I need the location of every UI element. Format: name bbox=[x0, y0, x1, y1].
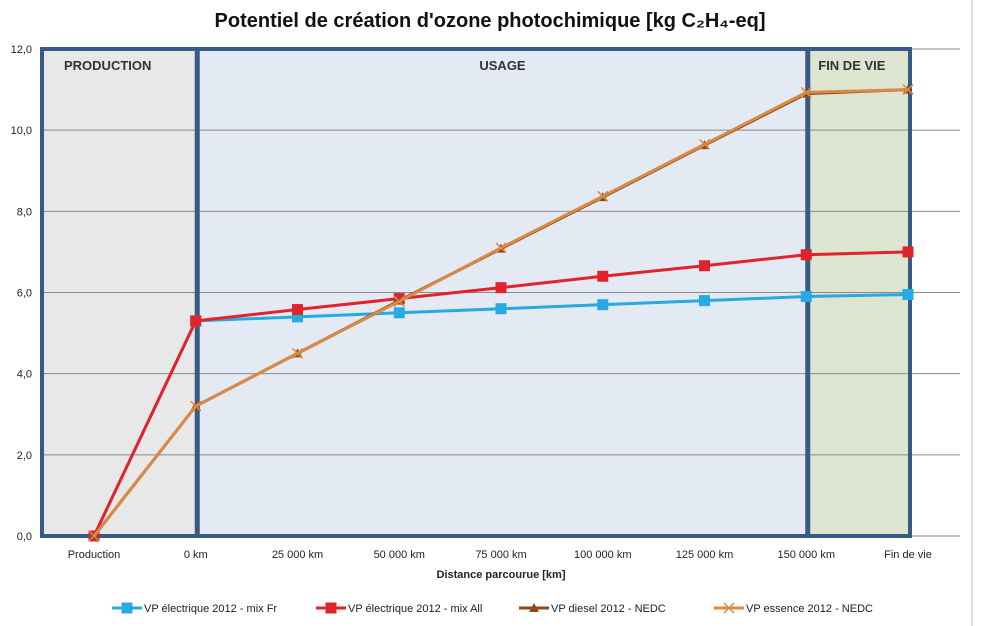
data-point-series-3 bbox=[393, 295, 405, 307]
data-point-series-0 bbox=[800, 291, 812, 303]
legend-label: VP essence 2012 - NEDC bbox=[746, 603, 873, 615]
legend-marker-2 bbox=[529, 603, 539, 612]
y-tick-label: 2,0 bbox=[17, 450, 32, 462]
y-tick-label: 4,0 bbox=[17, 369, 32, 381]
x-tick-label: 50 000 km bbox=[374, 549, 425, 561]
x-tick-label: 75 000 km bbox=[475, 549, 526, 561]
x-tick-label: 25 000 km bbox=[272, 549, 323, 561]
data-point-series-1 bbox=[597, 270, 609, 282]
legend-marker-3 bbox=[723, 602, 735, 614]
data-point-series-3 bbox=[495, 242, 507, 254]
data-point-series-1 bbox=[292, 304, 303, 316]
y-tick-label: 6,0 bbox=[17, 288, 32, 300]
phase-label: FIN DE VIE bbox=[818, 58, 886, 73]
data-point-series-3 bbox=[88, 530, 100, 542]
data-point-series-3 bbox=[597, 190, 609, 202]
data-point-series-0 bbox=[902, 289, 914, 301]
y-tick-label: 10,0 bbox=[11, 125, 32, 137]
data-point-series-1 bbox=[495, 282, 507, 294]
data-point-series-1 bbox=[699, 260, 710, 272]
data-point-series-0 bbox=[292, 311, 303, 323]
x-tick-label: Fin de vie bbox=[884, 549, 932, 561]
x-tick-label: 0 km bbox=[184, 549, 208, 561]
data-point-series-0 bbox=[393, 307, 405, 319]
data-point-series-3 bbox=[190, 400, 202, 412]
legend-label: VP électrique 2012 - mix All bbox=[348, 603, 482, 615]
x-tick-label: Production bbox=[68, 549, 121, 561]
data-point-series-0 bbox=[495, 303, 507, 315]
data-point-series-0 bbox=[699, 295, 710, 307]
data-point-series-0 bbox=[597, 299, 609, 311]
x-tick-label: 125 000 km bbox=[676, 549, 733, 561]
y-tick-label: 8,0 bbox=[17, 206, 32, 218]
legend-label: VP diesel 2012 - NEDC bbox=[551, 603, 666, 615]
phase-label: PRODUCTION bbox=[64, 58, 151, 73]
chart-title: Potentiel de création d'ozone photochimi… bbox=[215, 10, 766, 32]
phase-label: USAGE bbox=[479, 58, 526, 73]
y-tick-label: 12,0 bbox=[11, 44, 32, 56]
data-point-series-3 bbox=[800, 86, 812, 98]
legend-marker-0 bbox=[121, 602, 133, 614]
data-point-series-1 bbox=[800, 249, 812, 261]
legend-label: VP électrique 2012 - mix Fr bbox=[144, 603, 277, 615]
data-point-series-3 bbox=[291, 347, 304, 359]
x-axis-label: Distance parcourue [km] bbox=[437, 569, 566, 581]
y-tick-label: 0,0 bbox=[17, 531, 32, 543]
x-tick-label: 150 000 km bbox=[778, 549, 835, 561]
data-point-series-3 bbox=[698, 138, 711, 150]
x-tick-label: 100 000 km bbox=[574, 549, 631, 561]
legend-marker-1 bbox=[325, 602, 337, 614]
data-point-series-1 bbox=[902, 246, 914, 258]
data-point-series-1 bbox=[190, 315, 202, 327]
data-point-series-3 bbox=[902, 84, 914, 96]
